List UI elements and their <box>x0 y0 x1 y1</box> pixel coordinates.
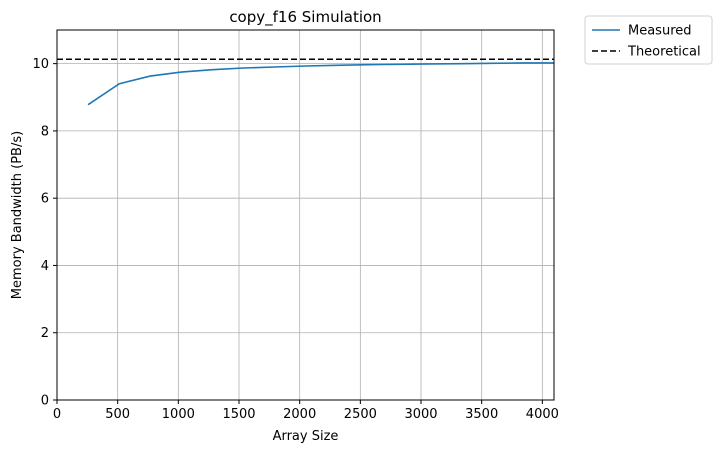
y-tick-label: 4 <box>41 259 49 274</box>
x-axis-title: Array Size <box>273 429 339 444</box>
legend-box <box>584 15 713 65</box>
ticks: 0 500 1000 1500 2000 2500 3000 3500 4000 0 2 4 6 8 10 <box>32 57 558 422</box>
y-tick-label: 8 <box>41 124 49 139</box>
legend-measured-label: Measured <box>628 24 692 39</box>
y-tick-label: 2 <box>41 326 49 341</box>
legend-theoretical-label: Theoretical <box>627 45 701 60</box>
legend: Measured Theoretical <box>584 15 713 65</box>
x-tick-label: 1500 <box>222 407 255 422</box>
grid <box>56 30 554 401</box>
x-tick-label: 500 <box>105 407 130 422</box>
y-axis-title: Memory Bandwidth (PB/s) <box>10 131 25 299</box>
x-tick-label: 2500 <box>344 407 377 422</box>
series-layer <box>57 58 554 106</box>
plot-frame <box>56 29 555 401</box>
y-tick-label: 10 <box>32 57 49 72</box>
x-tick-label: 1000 <box>162 407 195 422</box>
x-tick-label: 2000 <box>283 407 316 422</box>
y-tick-label: 0 <box>41 394 49 409</box>
x-tick-label: 0 <box>53 407 61 422</box>
series-line-measured <box>87 62 554 106</box>
x-tick-label: 4000 <box>526 407 559 422</box>
x-tick-label: 3000 <box>404 407 437 422</box>
x-tick-label: 3500 <box>465 407 498 422</box>
chart-title: copy_f16 Simulation <box>229 8 381 27</box>
y-tick-label: 6 <box>41 192 49 207</box>
